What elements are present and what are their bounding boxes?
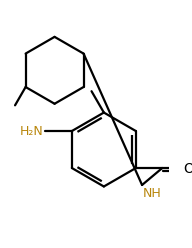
Text: H₂N: H₂N	[20, 124, 44, 138]
Text: O: O	[183, 162, 192, 176]
Text: NH: NH	[143, 187, 162, 200]
